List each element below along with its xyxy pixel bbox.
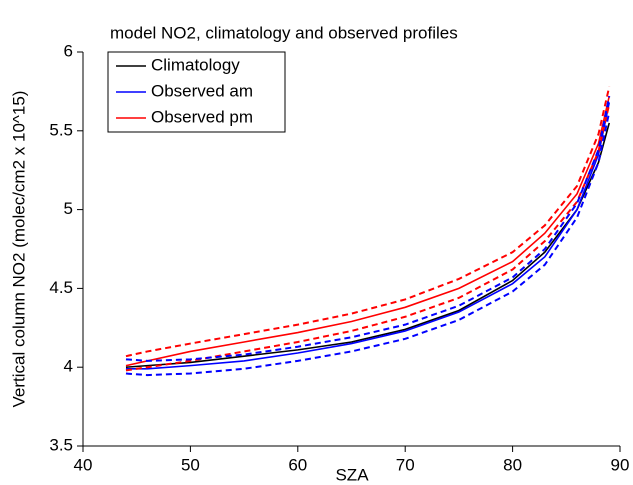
chart-title: model NO2, climatology and observed prof… — [110, 23, 458, 42]
y-tick-label: 5 — [64, 199, 73, 218]
y-tick-label: 4 — [64, 357, 73, 376]
x-tick-label: 80 — [503, 455, 522, 474]
bound-line — [125, 111, 611, 377]
y-tick-label: 6 — [64, 41, 73, 60]
x-tick-label: 90 — [611, 455, 630, 474]
x-tick-label: 60 — [288, 455, 307, 474]
x-tick-label: 70 — [396, 455, 415, 474]
series-line — [125, 102, 611, 370]
bound-line — [125, 86, 611, 358]
x-tick-label: 40 — [74, 455, 93, 474]
bound-line — [125, 103, 611, 372]
series-line — [125, 122, 611, 368]
legend-label: Climatology — [151, 55, 240, 74]
series-line — [125, 95, 611, 367]
x-axis-label: SZA — [335, 465, 369, 484]
y-tick-label: 4.5 — [49, 278, 73, 297]
legend-label: Observed pm — [151, 107, 253, 126]
y-tick-label: 3.5 — [49, 435, 73, 454]
bound-line — [125, 95, 611, 362]
x-tick-label: 50 — [181, 455, 200, 474]
legend-label: Observed am — [151, 81, 253, 100]
y-axis-label: Vertical column NO2 (molec/cm2 x 10^15) — [9, 91, 28, 408]
y-tick-label: 5.5 — [49, 120, 73, 139]
